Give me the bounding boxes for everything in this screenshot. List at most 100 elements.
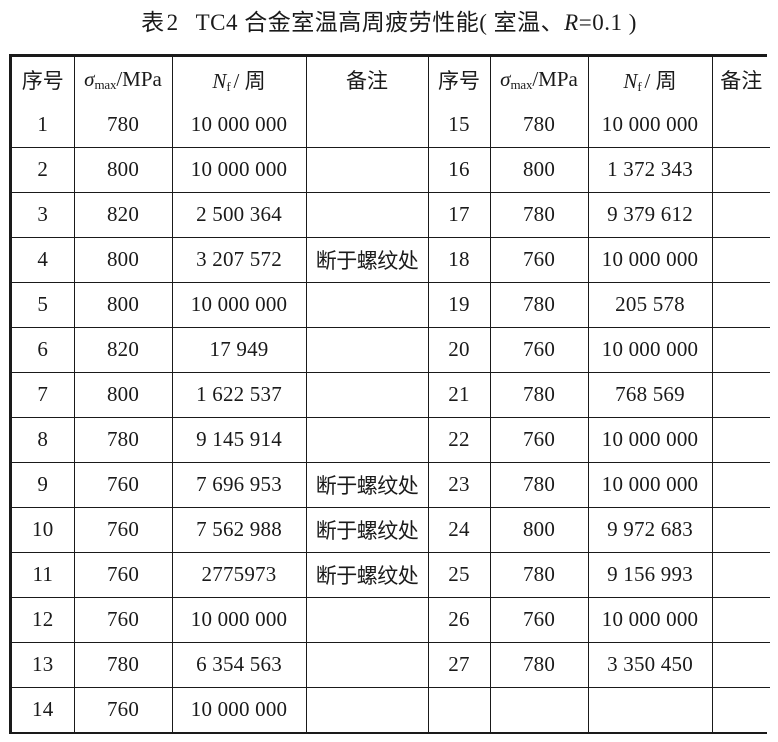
cell-stress-left: 800 <box>73 146 173 193</box>
cell-cycles-right: 1 372 343 <box>587 146 713 193</box>
cell-stress-left: 760 <box>73 506 173 553</box>
nf-unit: / 周 <box>233 68 266 93</box>
cell-cycles-left: 10 000 000 <box>171 281 307 328</box>
cell-stress-right: 760 <box>489 596 589 643</box>
table-row: 1 780 10 000 000 15 780 10 000 000 <box>12 102 770 148</box>
nf-subscript: f <box>637 78 642 94</box>
cell-remark-right <box>711 641 770 688</box>
cell-cycles-left: 10 000 000 <box>171 102 307 148</box>
caption-number: 2 <box>166 10 179 35</box>
caption-text-before: TC4 合金室温高周疲劳性能( 室温、 <box>195 10 565 35</box>
cell-cycles-left: 7 696 953 <box>171 461 307 508</box>
cell-index-left: 14 <box>12 686 75 732</box>
cell-remark-left: 断于螺纹处 <box>305 551 429 598</box>
cell-index-right: 18 <box>427 236 491 283</box>
cell-index-right: 24 <box>427 506 491 553</box>
cell-index-left: 10 <box>12 506 75 553</box>
cell-remark-right <box>711 146 770 193</box>
header-remark-right: 备注 <box>711 57 770 102</box>
cell-index-right <box>427 686 491 732</box>
nf-subscript: f <box>226 78 231 94</box>
cell-remark-left <box>305 146 429 193</box>
cell-index-right: 23 <box>427 461 491 508</box>
cell-cycles-left: 10 000 000 <box>171 146 307 193</box>
header-stress-left: σmax/MPa <box>73 57 173 102</box>
cell-stress-right: 780 <box>489 191 589 238</box>
cell-remark-right <box>711 281 770 328</box>
nf-unit: / 周 <box>644 68 677 93</box>
cell-index-left: 4 <box>12 236 75 283</box>
cell-stress-left: 800 <box>73 281 173 328</box>
cell-remark-right <box>711 236 770 283</box>
cell-cycles-left: 2 500 364 <box>171 191 307 238</box>
fatigue-table-frame: 序号 σmax/MPa Nf / 周 备注 序号 σmax/MPa Nf / 周 备… <box>9 54 770 734</box>
cell-cycles-left: 10 000 000 <box>171 596 307 643</box>
cell-cycles-right: 3 350 450 <box>587 641 713 688</box>
cell-stress-left: 800 <box>73 236 173 283</box>
header-stress-right: σmax/MPa <box>489 57 589 102</box>
cell-remark-right <box>711 461 770 508</box>
cell-remark-left <box>305 191 429 238</box>
cell-stress-right: 760 <box>489 236 589 283</box>
header-index-right-label: 序号 <box>438 68 480 93</box>
header-remark-right-label: 备注 <box>720 68 763 93</box>
cell-remark-right <box>711 506 770 553</box>
table-row: 4 800 3 207 572 断于螺纹处 18 760 10 000 000 <box>12 236 770 283</box>
cell-cycles-left: 10 000 000 <box>171 686 307 732</box>
header-remark-left-label: 备注 <box>346 68 388 93</box>
table-row: 9 760 7 696 953 断于螺纹处 23 780 10 000 000 <box>12 461 770 508</box>
caption-italic-symbol: R <box>564 10 579 35</box>
table-row: 7 800 1 622 537 21 780 768 569 <box>12 371 770 418</box>
cell-remark-left: 断于螺纹处 <box>305 236 429 283</box>
cell-stress-left: 760 <box>73 551 173 598</box>
cell-index-left: 1 <box>12 102 75 148</box>
cell-stress-right: 780 <box>489 281 589 328</box>
table-row: 2 800 10 000 000 16 800 1 372 343 <box>12 146 770 193</box>
cell-remark-right <box>711 326 770 373</box>
cell-index-left: 5 <box>12 281 75 328</box>
table-body: 1 780 10 000 000 15 780 10 000 000 2 800 10 000 … <box>12 102 770 732</box>
table-row: 5 800 10 000 000 19 780 205 578 <box>12 281 770 328</box>
sigma-unit: /MPa <box>532 66 578 91</box>
sigma-symbol: σ <box>84 66 95 91</box>
cell-remark-right <box>711 102 770 148</box>
cell-cycles-right: 10 000 000 <box>587 461 713 508</box>
cell-stress-left: 760 <box>73 686 173 732</box>
header-index-right: 序号 <box>427 57 491 102</box>
sigma-symbol: σ <box>500 66 511 91</box>
sigma-subscript: max <box>94 76 117 92</box>
cell-cycles-left: 1 622 537 <box>171 371 307 418</box>
header-cycles-right: Nf / 周 <box>587 57 713 102</box>
table-row: 3 820 2 500 364 17 780 9 379 612 <box>12 191 770 238</box>
header-index-left: 序号 <box>12 57 75 102</box>
cell-index-right: 16 <box>427 146 491 193</box>
cell-index-left: 13 <box>12 641 75 688</box>
cell-remark-left <box>305 281 429 328</box>
header-cycles-left: Nf / 周 <box>171 57 307 102</box>
caption-text-after: =0.1 ) <box>578 10 637 35</box>
cell-index-right: 17 <box>427 191 491 238</box>
cell-index-right: 26 <box>427 596 491 643</box>
cell-stress-right: 800 <box>489 146 589 193</box>
cell-cycles-right: 205 578 <box>587 281 713 328</box>
cell-stress-right: 780 <box>489 371 589 418</box>
table-row: 14 760 10 000 000 <box>12 686 770 732</box>
cell-stress-left: 780 <box>73 416 173 463</box>
cell-stress-right: 780 <box>489 641 589 688</box>
table-row: 8 780 9 145 914 22 760 10 000 000 <box>12 416 770 463</box>
cell-index-left: 12 <box>12 596 75 643</box>
nf-symbol: N <box>623 68 638 93</box>
sigma-unit: /MPa <box>116 66 162 91</box>
cell-cycles-right: 768 569 <box>587 371 713 418</box>
cell-stress-right: 780 <box>489 102 589 148</box>
cell-stress-right: 760 <box>489 416 589 463</box>
table-row: 10 760 7 562 988 断于螺纹处 24 800 9 972 683 <box>12 506 770 553</box>
cell-remark-left <box>305 641 429 688</box>
cell-remark-left: 断于螺纹处 <box>305 506 429 553</box>
cell-cycles-right: 10 000 000 <box>587 102 713 148</box>
table-row: 11 760 2775973 断于螺纹处 25 780 9 156 993 <box>12 551 770 598</box>
table-caption: 表2 TC4 合金室温高周疲劳性能( 室温、R=0.1 ) <box>0 0 778 46</box>
cell-index-right: 27 <box>427 641 491 688</box>
cell-index-left: 3 <box>12 191 75 238</box>
